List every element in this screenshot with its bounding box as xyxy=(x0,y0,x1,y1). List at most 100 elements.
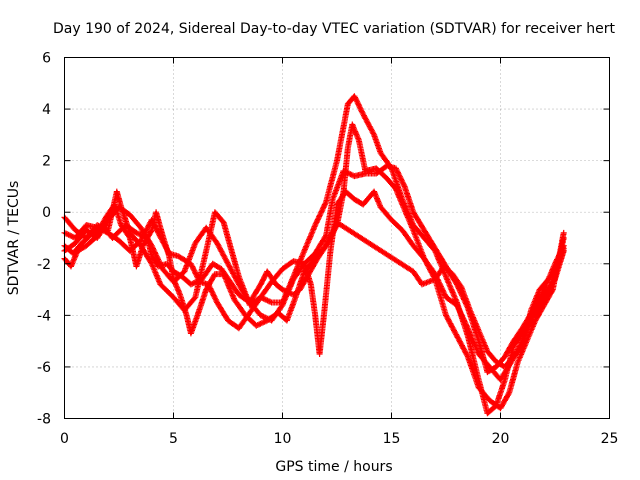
data-point-marker xyxy=(273,281,285,292)
data-point-marker xyxy=(340,146,351,195)
data-point-marker xyxy=(464,325,482,356)
data-point-marker xyxy=(148,260,163,286)
data-point-marker xyxy=(401,183,416,214)
data-point-marker xyxy=(532,303,547,324)
data-point-marker xyxy=(320,249,334,319)
data-point-marker xyxy=(312,200,329,229)
data-point-marker xyxy=(153,209,166,237)
data-point-marker xyxy=(72,223,89,241)
data-point-marker xyxy=(323,220,340,249)
data-point-marker xyxy=(497,391,512,412)
data-point-marker xyxy=(231,296,248,318)
data-point-marker xyxy=(116,237,132,253)
data-point-marker xyxy=(126,211,143,230)
x-tick-label: 15 xyxy=(383,431,401,447)
data-point-marker xyxy=(301,223,318,254)
data-point-marker xyxy=(323,159,340,205)
data-point-marker xyxy=(214,299,231,323)
data-point-marker xyxy=(501,339,516,360)
data-point-marker xyxy=(283,295,298,324)
data-point-marker xyxy=(464,353,482,390)
data-point-marker xyxy=(203,224,220,245)
data-point-marker xyxy=(392,165,407,188)
data-point-marker xyxy=(157,281,176,300)
data-point-marker xyxy=(192,226,209,247)
data-point-marker xyxy=(170,276,183,297)
data-point-marker xyxy=(312,233,329,257)
data-point-marker xyxy=(475,351,492,369)
data-point-marker xyxy=(307,281,318,317)
data-point-marker xyxy=(541,287,556,308)
data-point-marker xyxy=(399,227,416,248)
data-point-marker xyxy=(68,249,80,270)
data-point-marker xyxy=(203,272,218,293)
data-point-marker xyxy=(323,197,336,239)
data-point-marker xyxy=(475,384,492,403)
data-point-marker xyxy=(257,280,274,301)
data-point-marker xyxy=(264,268,279,287)
data-point-marker xyxy=(74,243,89,254)
data-point-marker xyxy=(501,354,516,370)
data-point-marker xyxy=(301,259,316,275)
data-point-marker xyxy=(227,278,241,297)
y-tick-label: 0 xyxy=(42,205,51,221)
data-point-marker xyxy=(388,216,405,233)
data-point-marker xyxy=(453,333,471,359)
data-point-marker xyxy=(209,260,224,272)
data-point-marker xyxy=(545,267,560,283)
data-point-marker xyxy=(449,271,464,289)
data-point-marker xyxy=(246,282,263,306)
data-point-marker xyxy=(78,230,95,247)
data-point-marker xyxy=(443,294,459,308)
data-point-marker xyxy=(440,263,455,277)
data-series xyxy=(61,201,567,370)
data-point-marker xyxy=(432,264,446,283)
data-point-marker xyxy=(560,229,567,236)
data-point-marker xyxy=(334,102,351,164)
data-point-marker xyxy=(506,360,521,396)
y-tick-label: 2 xyxy=(42,154,51,170)
data-point-marker xyxy=(214,240,231,266)
data-point-marker xyxy=(373,165,390,181)
x-tick-label: 20 xyxy=(492,431,510,447)
data-point-marker xyxy=(523,319,538,345)
data-point-marker xyxy=(399,201,416,232)
data-point-marker xyxy=(351,93,366,116)
data-point-marker xyxy=(384,175,398,191)
data-point-marker xyxy=(355,137,368,173)
x-tick-label: 10 xyxy=(274,431,292,447)
data-point-marker xyxy=(443,312,460,338)
data-point-marker xyxy=(554,246,567,272)
data-point-marker xyxy=(443,273,460,304)
data-point-marker xyxy=(113,188,124,209)
y-tick-label: -8 xyxy=(37,412,51,428)
tick-layer xyxy=(64,57,610,419)
data-point-marker xyxy=(334,219,415,274)
data-point-marker xyxy=(519,308,534,350)
data-point-marker xyxy=(148,253,161,269)
data-point-marker xyxy=(166,253,177,281)
data-point-marker xyxy=(475,327,490,353)
y-tick-label: -4 xyxy=(37,308,51,324)
data-point-marker xyxy=(198,262,215,283)
data-point-marker xyxy=(257,269,270,288)
x-tick-label: 0 xyxy=(60,431,69,447)
data-point-marker xyxy=(177,291,190,317)
data-point-marker xyxy=(410,227,427,261)
data-layer xyxy=(61,93,567,417)
data-point-marker xyxy=(310,243,329,265)
data-point-marker xyxy=(116,204,132,217)
data-point-marker xyxy=(392,186,405,207)
x-tick-label: 25 xyxy=(601,431,619,447)
data-point-marker xyxy=(92,215,109,241)
data-point-marker xyxy=(560,245,567,252)
data-point-marker xyxy=(421,227,438,250)
x-tick-label: 5 xyxy=(169,431,178,447)
data-point-marker xyxy=(72,228,89,247)
data-point-marker xyxy=(467,307,482,333)
data-point-marker xyxy=(377,204,394,222)
data-point-marker xyxy=(83,236,97,249)
data-point-marker xyxy=(360,189,377,208)
data-point-marker xyxy=(421,255,438,281)
